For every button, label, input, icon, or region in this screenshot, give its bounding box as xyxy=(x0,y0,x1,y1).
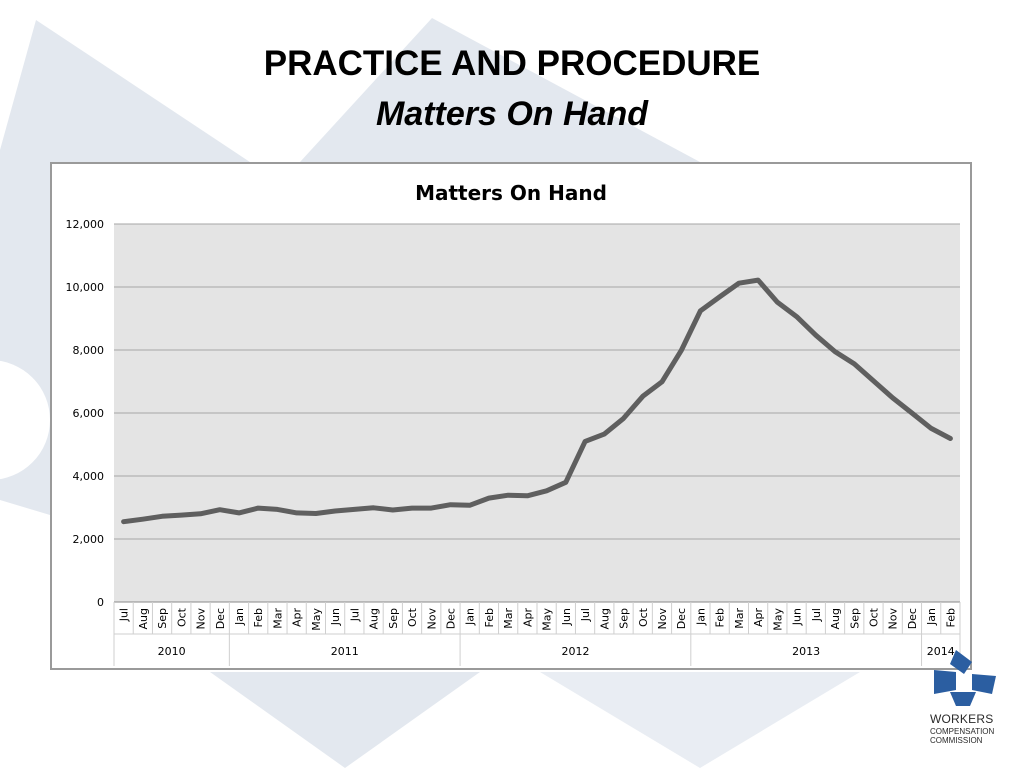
x-tick-label: Jul xyxy=(579,608,592,622)
x-tick-label: Feb xyxy=(483,608,496,627)
x-tick-label: Dec xyxy=(214,608,227,629)
x-tick-label: Dec xyxy=(675,608,688,629)
wcc-logo-icon xyxy=(934,650,996,706)
x-tick-label: Jan xyxy=(233,608,246,626)
x-tick-label: Sep xyxy=(848,608,861,629)
slide-title: PRACTICE AND PROCEDURE xyxy=(263,44,761,83)
bg-diamond-bottom-right xyxy=(540,672,860,768)
logo-text-workers: WORKERS xyxy=(930,712,994,726)
logo-text-commission: COMMISSION xyxy=(930,736,983,745)
x-axis: Jul Aug Sep Oct Nov Dec Jan Feb Mar Apr May Jun Jul A… xyxy=(113,601,961,666)
x-tick-label: Sep xyxy=(618,608,631,629)
line-chart: 0 2,000 4,000 6,000 8,000 10,000 12,000 Jul Aug… xyxy=(66,181,961,666)
chart-title: Matters On Hand xyxy=(415,181,607,205)
bg-diamond-top xyxy=(300,18,700,162)
year-label: 2010 xyxy=(158,645,186,658)
bg-arc-left xyxy=(0,360,50,480)
x-tick-label: May xyxy=(771,608,784,631)
x-tick-label: Dec xyxy=(444,608,457,629)
x-tick-label: Mar xyxy=(271,608,284,629)
year-label: 2014 xyxy=(927,645,955,658)
y-tick-label: 2,000 xyxy=(73,533,105,546)
x-tick-label: Nov xyxy=(887,608,900,630)
x-tick-label: Aug xyxy=(137,608,150,629)
x-tick-label: Aug xyxy=(368,608,381,629)
x-tick-label: Sep xyxy=(156,608,169,629)
x-tick-label: Jan xyxy=(925,608,938,626)
x-tick-label: Feb xyxy=(252,608,265,627)
y-axis: 0 2,000 4,000 6,000 8,000 10,000 12,000 xyxy=(66,218,105,609)
x-tick-label: Oct xyxy=(637,607,650,627)
year-label: 2013 xyxy=(792,645,820,658)
x-tick-label: Nov xyxy=(656,608,669,630)
x-tick-label: Mar xyxy=(733,608,746,629)
x-tick-label: Feb xyxy=(714,608,727,627)
chart-frame: 0 2,000 4,000 6,000 8,000 10,000 12,000 Jul Aug… xyxy=(50,162,972,670)
x-tick-label: Apr xyxy=(521,608,534,628)
bg-diamond-bottom xyxy=(210,672,480,768)
x-tick-label: Apr xyxy=(752,608,765,628)
logo-text-compensation: COMPENSATION xyxy=(930,727,995,736)
x-tick-label: Jan xyxy=(464,608,477,626)
x-tick-label: May xyxy=(541,608,554,631)
x-tick-label: Feb xyxy=(944,608,957,627)
x-tick-label: Nov xyxy=(195,608,208,630)
x-tick-label: Jun xyxy=(791,608,804,626)
y-tick-label: 10,000 xyxy=(66,281,105,294)
x-tick-label: Jul xyxy=(348,608,361,622)
y-tick-label: 4,000 xyxy=(73,470,105,483)
x-tick-label: Jul xyxy=(118,608,131,622)
x-tick-label: Jan xyxy=(694,608,707,626)
x-tick-label: Dec xyxy=(906,608,919,629)
x-tick-label: Apr xyxy=(291,608,304,628)
x-tick-label: Jun xyxy=(560,608,573,626)
x-tick-label: Sep xyxy=(387,608,400,629)
y-tick-label: 12,000 xyxy=(66,218,105,231)
x-tick-label: Oct xyxy=(406,607,419,627)
x-tick-label: Aug xyxy=(829,608,842,629)
logo-mark xyxy=(934,650,996,706)
x-tick-label: Mar xyxy=(502,608,515,629)
x-tick-label: Nov xyxy=(425,608,438,630)
x-tick-label: Jul xyxy=(810,608,823,622)
x-tick-label: Oct xyxy=(867,607,880,627)
x-tick-label: May xyxy=(310,608,323,631)
slide-subtitle: Matters On Hand xyxy=(375,95,649,133)
series-line xyxy=(121,277,953,525)
x-tick-label: Oct xyxy=(175,607,188,627)
y-tick-label: 6,000 xyxy=(73,407,105,420)
year-label: 2011 xyxy=(331,645,359,658)
y-tick-label: 8,000 xyxy=(73,344,105,357)
year-label: 2012 xyxy=(561,645,589,658)
x-tick-label: Jun xyxy=(329,608,342,626)
x-tick-label: Aug xyxy=(598,608,611,629)
y-tick-label: 0 xyxy=(97,596,104,609)
